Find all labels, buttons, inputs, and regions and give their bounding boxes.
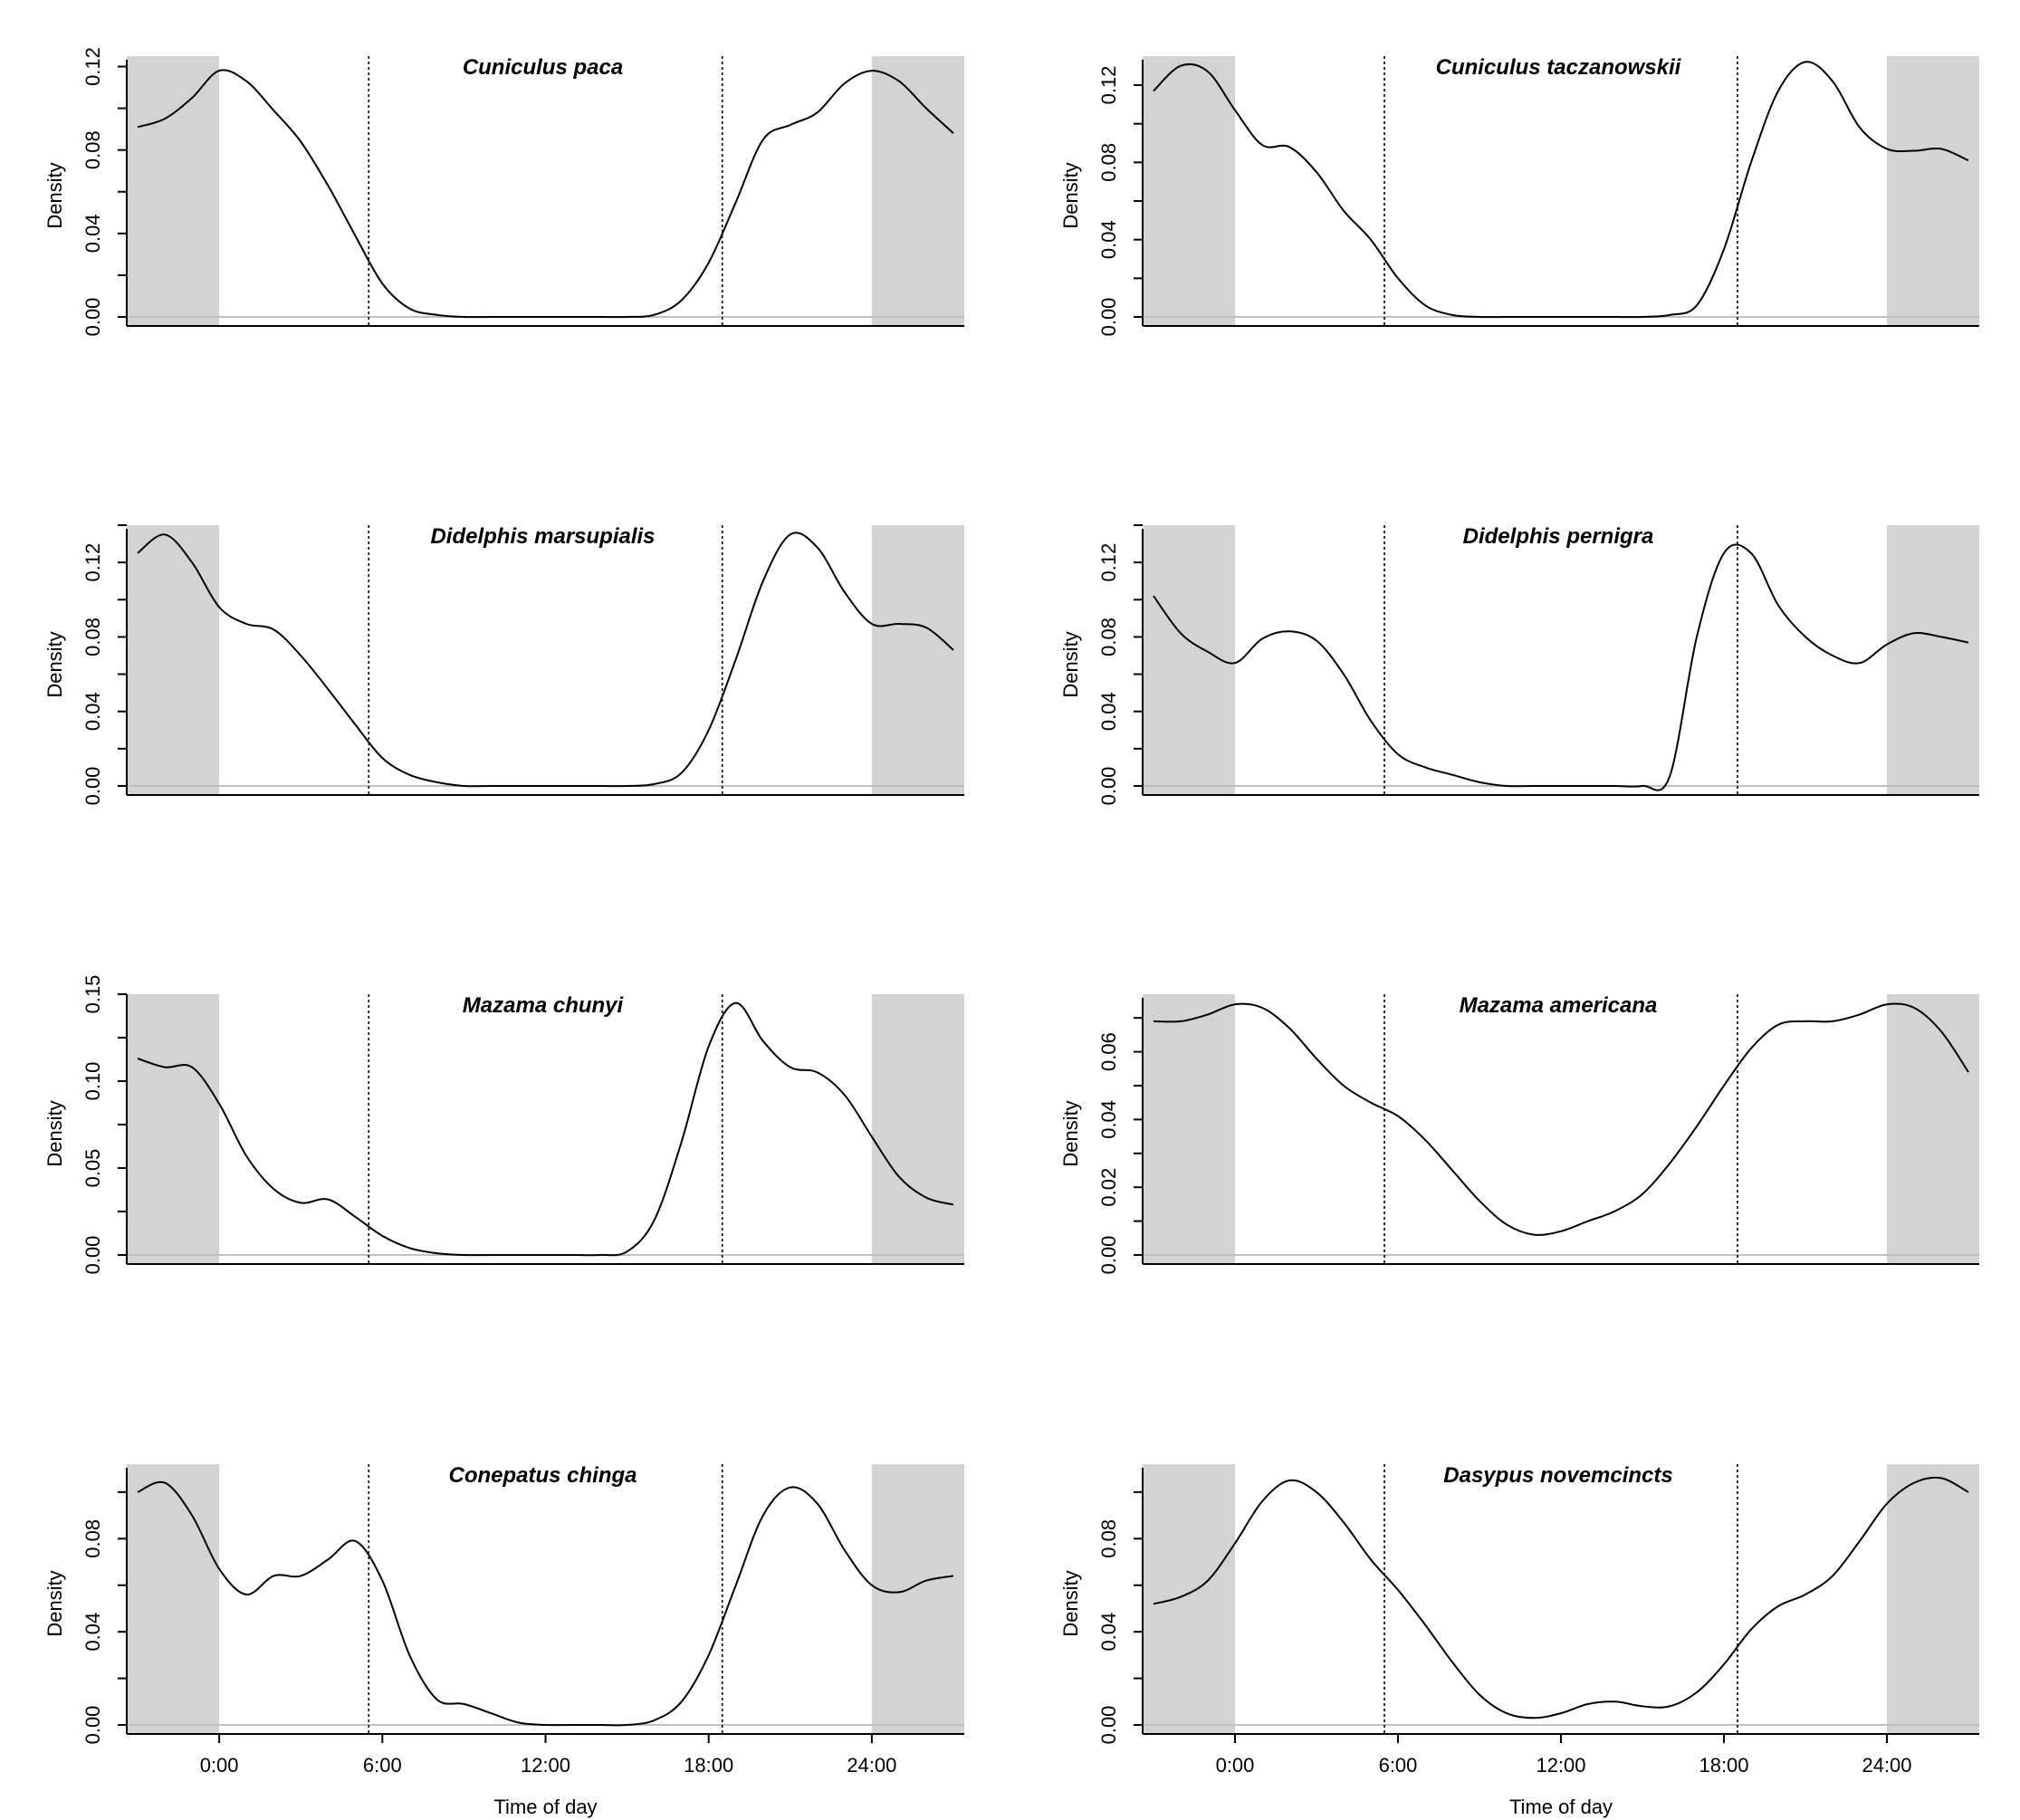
y-tick-label: 0.04 [1097, 1100, 1120, 1139]
night-shading [1143, 1464, 1235, 1734]
night-shading [871, 56, 964, 326]
y-tick-label: 0.00 [1097, 1236, 1120, 1275]
x-tick-label: 18:00 [684, 1754, 733, 1777]
density-curve [1153, 543, 1969, 791]
x-tick-label: 6:00 [1379, 1754, 1418, 1777]
panel-title: Dasypus novemcincts [1443, 1463, 1672, 1488]
y-tick-label: 0.04 [81, 214, 104, 253]
night-shading [1143, 994, 1235, 1264]
chart-panel: 0.00 0.04 0.08 0:00 6:00 12:00 18:00 24:00 Densi… [43, 1463, 964, 1818]
y-tick-label: 0.00 [81, 767, 104, 806]
night-shading [127, 525, 220, 795]
panel-title: Mazama chunyi [463, 993, 625, 1018]
y-tick-label: 0.12 [1097, 66, 1120, 105]
panel-title: Conepatus chinga [448, 1463, 637, 1488]
y-tick-label: 0.00 [1097, 1706, 1120, 1745]
density-curve [1153, 1476, 1969, 1719]
y-tick-label: 0.04 [1097, 692, 1120, 731]
panel-title: Cuniculus taczanowskii [1436, 55, 1682, 80]
density-curve [1153, 1002, 1969, 1236]
night-shading [1887, 56, 1979, 326]
night-shading [871, 994, 964, 1264]
chart-panel: 0.00 0.04 0.08 0.12 Density Cuniculus paca [43, 47, 964, 336]
night-shading [871, 525, 964, 795]
night-shading [1143, 56, 1235, 326]
x-tick-label: 12:00 [1536, 1754, 1585, 1777]
y-tick-label: 0.10 [81, 1062, 104, 1101]
y-tick-label: 0.05 [81, 1149, 104, 1188]
y-axis-title: Density [1059, 162, 1082, 228]
y-tick-label: 0.02 [1097, 1168, 1120, 1207]
y-axis-title: Density [43, 162, 66, 228]
panel-title: Cuniculus paca [463, 55, 623, 80]
night-shading [127, 994, 220, 1264]
y-tick-label: 0.08 [81, 130, 104, 169]
y-tick-label: 0.08 [1097, 143, 1120, 182]
x-axis-title: Time of day [1509, 1796, 1613, 1818]
y-tick-label: 0.08 [1097, 1519, 1120, 1558]
y-tick-label: 0.00 [81, 298, 104, 337]
x-axis-title: Time of day [493, 1796, 597, 1818]
density-curve [137, 1001, 954, 1257]
y-axis-title: Density [43, 1570, 66, 1636]
y-tick-label: 0.00 [1097, 767, 1120, 806]
y-axis-title: Density [1059, 1570, 1082, 1636]
x-tick-label: 24:00 [1862, 1754, 1911, 1777]
y-tick-label: 0.04 [81, 1613, 104, 1652]
panel-title: Didelphis pernigra [1463, 524, 1654, 549]
y-tick-label: 0.12 [81, 543, 104, 582]
night-shading [1887, 994, 1979, 1264]
y-axis-title: Density [43, 1100, 66, 1166]
x-tick-label: 0:00 [200, 1754, 239, 1777]
chart-panel: 0.00 0.04 0.08 0:00 6:00 12:00 18:00 24:00 Densi… [1059, 1463, 1979, 1818]
chart-panel: 0.00 0.04 0.08 0.12 Density Didelphis marsupi… [43, 524, 964, 805]
y-tick-label: 0.08 [81, 618, 104, 656]
x-tick-label: 6:00 [363, 1754, 402, 1777]
panel-title: Mazama americana [1460, 993, 1658, 1018]
y-tick-label: 0.12 [1097, 543, 1120, 582]
y-tick-label: 0.04 [81, 692, 104, 731]
y-tick-label: 0.00 [81, 1236, 104, 1275]
night-shading [1887, 525, 1979, 795]
y-tick-label: 0.12 [81, 47, 104, 86]
y-tick-label: 0.06 [1097, 1032, 1120, 1071]
chart-panel: 0.00 0.02 0.04 0.06 Density Mazama americana [1059, 993, 1979, 1274]
density-curve [1153, 61, 1969, 319]
night-shading [871, 1464, 964, 1734]
y-tick-label: 0.08 [81, 1519, 104, 1558]
chart-panel: 0.00 0.05 0.10 0.15 Density Mazama chunyi [43, 975, 964, 1275]
y-axis-title: Density [1059, 1100, 1082, 1166]
y-axis-title: Density [1059, 631, 1082, 697]
x-tick-label: 24:00 [847, 1754, 896, 1777]
y-tick-label: 0.00 [81, 1706, 104, 1745]
y-axis-title: Density [43, 631, 66, 697]
chart-panel: 0.00 0.04 0.08 0.12 Density Cuniculus taczano… [1059, 55, 1979, 336]
y-tick-label: 0.04 [1097, 1613, 1120, 1652]
x-tick-label: 18:00 [1699, 1754, 1748, 1777]
x-tick-label: 12:00 [521, 1754, 570, 1777]
x-tick-label: 0:00 [1216, 1754, 1255, 1777]
density-curve [137, 532, 954, 788]
density-curve [137, 69, 954, 319]
y-tick-label: 0.04 [1097, 220, 1120, 259]
y-tick-label: 0.08 [1097, 618, 1120, 656]
y-tick-label: 0.15 [81, 975, 104, 1014]
night-shading [127, 1464, 220, 1734]
night-shading [127, 56, 220, 326]
density-curve [137, 1480, 954, 1727]
night-shading [1887, 1464, 1979, 1734]
y-tick-label: 0.00 [1097, 298, 1120, 337]
chart-panel: 0.00 0.04 0.08 0.12 Density Didelphis pernigr… [1059, 524, 1979, 805]
panel-title: Didelphis marsupialis [430, 524, 655, 549]
